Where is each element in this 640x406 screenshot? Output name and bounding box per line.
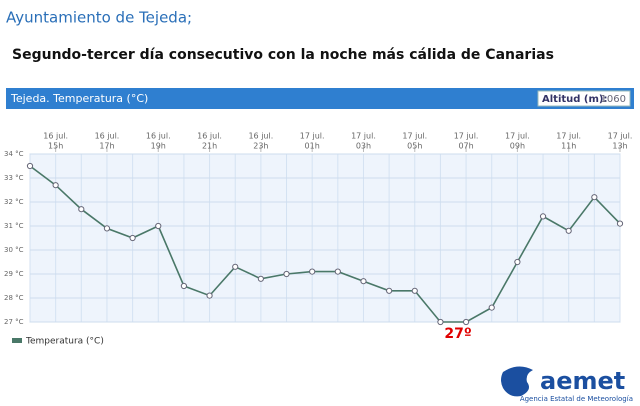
point <box>462 318 470 326</box>
y-tick-label: 27 °C <box>4 318 24 326</box>
logo-agency: Agencia Estatal de Meteorología <box>520 395 633 403</box>
x-tick-date: 17 jul. <box>300 132 325 141</box>
point <box>616 220 624 227</box>
x-tick-hour: 01h <box>305 142 320 151</box>
point <box>386 287 393 294</box>
x-tick-hour: 07h <box>458 142 473 151</box>
point <box>334 268 341 275</box>
x-tick-date: 17 jul. <box>608 132 633 141</box>
x-tick-hour: 21h <box>202 142 217 151</box>
x-tick-hour: 23h <box>253 142 268 151</box>
point <box>257 275 264 282</box>
point <box>52 182 59 189</box>
point <box>488 304 495 311</box>
y-tick-label: 30 °C <box>4 246 24 254</box>
y-tick-label: 34 °C <box>4 150 24 158</box>
logo-name: aemet <box>540 367 625 395</box>
y-tick-label: 28 °C <box>4 294 24 302</box>
point <box>180 282 188 290</box>
point <box>232 263 239 270</box>
plot-area <box>29 153 621 323</box>
point <box>360 278 367 285</box>
x-tick-hour: 13h <box>612 142 627 151</box>
x-tick-date: 17 jul. <box>402 132 427 141</box>
y-tick-label: 31 °C <box>4 222 24 230</box>
point <box>103 225 111 232</box>
x-tick-hour: 15h <box>48 142 63 151</box>
annotation: 27º <box>444 326 471 342</box>
x-tick-date: 16 jul. <box>43 132 68 141</box>
logo-mark <box>501 366 533 397</box>
point <box>437 318 444 326</box>
point <box>591 194 598 201</box>
y-tick-label: 29 °C <box>4 270 24 278</box>
legend-label: Temperatura (°C) <box>25 337 104 347</box>
x-tick-date: 17 jul. <box>454 132 479 141</box>
x-tick-date: 16 jul. <box>248 132 273 141</box>
x-tick-date: 17 jul. <box>556 132 581 141</box>
point <box>309 268 316 275</box>
x-tick-date: 16 jul. <box>146 132 171 141</box>
x-tick-hour: 05h <box>407 142 422 151</box>
legend-swatch <box>12 338 22 343</box>
y-tick-label: 32 °C <box>4 198 24 206</box>
x-tick-hour: 09h <box>510 142 525 151</box>
point <box>206 292 213 299</box>
point <box>514 258 521 266</box>
point <box>539 213 547 220</box>
page-title: Ayuntamiento de Tejeda; <box>6 9 192 27</box>
point <box>129 234 136 242</box>
x-tick-hour: 17h <box>99 142 114 151</box>
x-tick-hour: 11h <box>561 142 576 151</box>
altitude-label: Altitud (m): <box>542 94 607 105</box>
altitude-box <box>537 90 631 107</box>
altitude-value: 1060 <box>601 94 626 105</box>
point <box>411 287 418 294</box>
point <box>155 222 162 230</box>
x-tick-date: 17 jul. <box>505 132 530 141</box>
logo: aemet Agencia Estatal de Meteorología <box>501 366 633 403</box>
x-tick-date: 17 jul. <box>351 132 376 141</box>
series-line <box>29 165 621 323</box>
x-tick-date: 16 jul. <box>95 132 120 141</box>
point <box>78 206 85 213</box>
x-tick-date: 16 jul. <box>197 132 222 141</box>
point <box>26 162 34 170</box>
point <box>283 270 290 278</box>
x-tick-hour: 19h <box>151 142 166 151</box>
x-tick-hour: 03h <box>356 142 371 151</box>
y-tick-label: 33 °C <box>4 174 24 182</box>
point <box>565 227 572 234</box>
panel-title: Tejeda. Temperatura (°C) <box>10 92 148 105</box>
panel-bar <box>6 88 634 109</box>
page-subtitle: Segundo-tercer día consecutivo con la no… <box>12 47 554 63</box>
